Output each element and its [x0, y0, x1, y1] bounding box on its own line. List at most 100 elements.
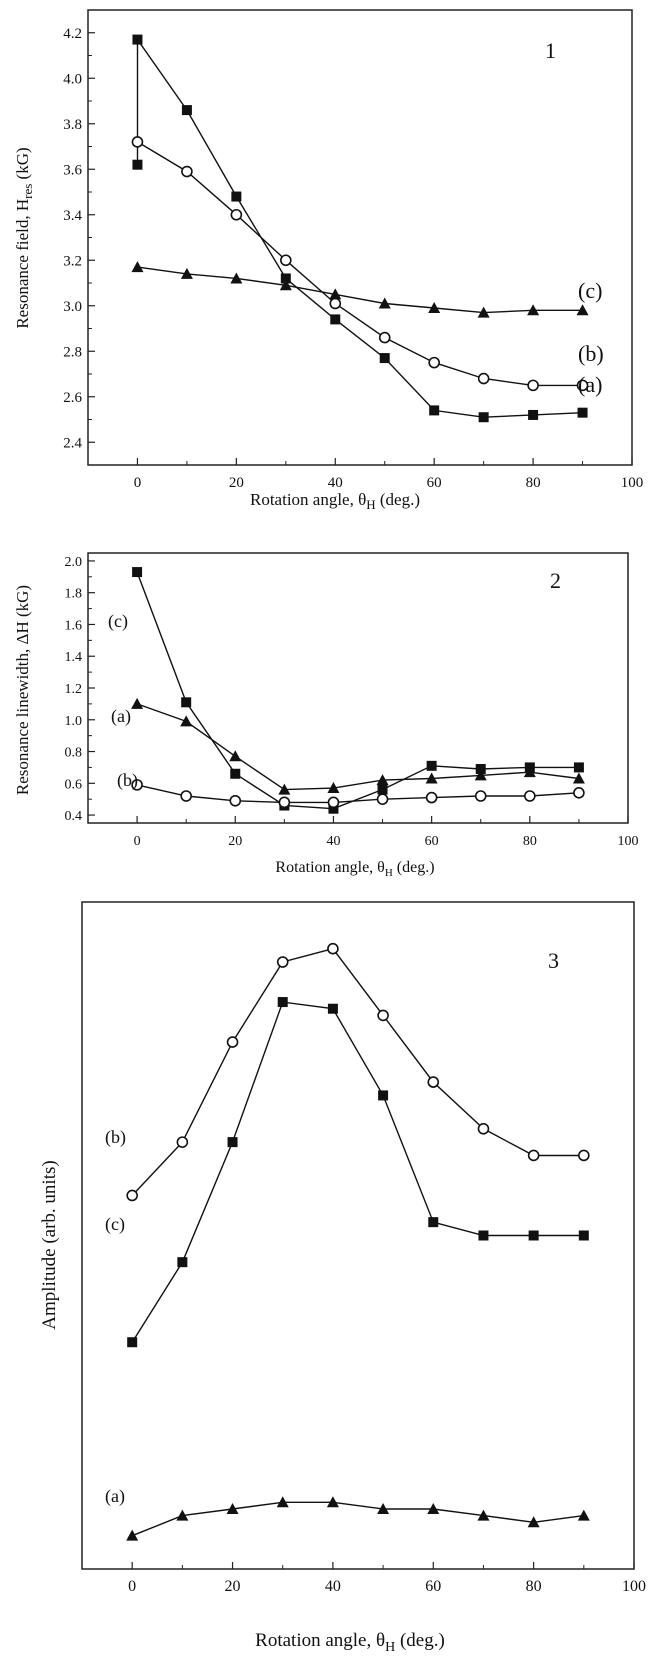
y-tick-label: 1.2 — [65, 682, 83, 697]
y-tick-label: 2.4 — [63, 435, 82, 451]
y-tick-label: 4.0 — [63, 71, 82, 87]
data-point-triangle — [226, 1502, 239, 1514]
y-tick-label: 1.0 — [65, 714, 83, 729]
data-point-square — [277, 997, 288, 1008]
data-point-circle — [176, 1136, 189, 1148]
series-label: (c) — [108, 611, 128, 632]
data-point-triangle — [180, 267, 193, 279]
x-tick-label: 0 — [134, 475, 142, 491]
data-point-square — [428, 1217, 439, 1228]
x-axis-label: Rotation angle, θH (deg.) — [250, 490, 420, 512]
data-point-circle — [427, 1076, 440, 1088]
y-tick-label: 3.8 — [63, 117, 82, 133]
data-point-triangle — [180, 715, 193, 727]
data-point-square — [426, 760, 437, 771]
data-point-circle — [573, 787, 585, 799]
data-point-triangle — [427, 1502, 440, 1514]
data-point-square — [127, 1337, 138, 1348]
series-label: (b) — [578, 341, 604, 366]
data-point-circle — [226, 1036, 239, 1048]
data-point-square — [578, 1230, 589, 1241]
data-point-square — [177, 1257, 188, 1268]
data-point-square — [377, 784, 388, 795]
series-label: (c) — [105, 1214, 125, 1235]
data-point-triangle — [326, 1496, 339, 1508]
data-point-triangle — [176, 1509, 189, 1521]
data-point-square — [528, 409, 539, 420]
data-point-triangle — [378, 297, 391, 309]
series-label: (a) — [105, 1486, 125, 1507]
y-tick-label: 1.8 — [65, 587, 83, 602]
data-point-square — [379, 353, 390, 364]
data-point-triangle — [523, 766, 536, 778]
data-point-circle — [131, 136, 144, 148]
x-tick-label: 20 — [225, 1578, 241, 1595]
data-point-triangle — [577, 1509, 590, 1521]
x-axis-label: Rotation angle, θH (deg.) — [275, 859, 434, 879]
data-point-triangle — [329, 288, 342, 300]
data-point-triangle — [377, 1502, 390, 1514]
data-marks: (a) (b) (c) — [131, 34, 604, 423]
x-tick-label: 60 — [425, 1578, 441, 1595]
data-point-triangle — [278, 783, 291, 795]
data-point-circle — [428, 356, 440, 369]
data-point-square — [280, 273, 291, 284]
x-tick-label: 100 — [618, 834, 639, 849]
data-point-square — [231, 191, 242, 202]
series-line-circle — [131, 947, 584, 1196]
data-point-triangle — [131, 697, 144, 709]
data-point-square — [227, 1137, 238, 1148]
data-point-circle — [126, 1189, 138, 1202]
series-label: (c) — [578, 278, 602, 303]
plot-frame — [81, 901, 635, 1570]
series-label: (b) — [105, 1127, 126, 1148]
y-axis-label: Amplitude (arb. units) — [39, 1160, 60, 1329]
series-line-triangle — [137, 266, 583, 314]
x-tick-label: 80 — [526, 1578, 542, 1595]
x-tick-label: 60 — [425, 834, 439, 849]
panel-1: 1 0 20 40 60 80 100 2.4 2.6 2.8 3.0 3.2 3.4 3.6 3.8 4.… — [13, 9, 643, 512]
x-tick-label: 40 — [325, 1578, 341, 1595]
series-line-square — [136, 37, 583, 418]
data-point-circle — [377, 1009, 389, 1022]
y-tick-label: 3.6 — [63, 162, 82, 178]
data-point-circle — [229, 794, 242, 807]
data-point-circle — [378, 331, 391, 344]
series-label: (a) — [578, 372, 602, 397]
data-point-circle — [425, 791, 438, 804]
series-line-circle — [137, 141, 583, 387]
data-point-triangle — [126, 1529, 139, 1541]
data-marks: (b) (c) (a) — [105, 942, 590, 1541]
data-point-triangle — [327, 782, 340, 794]
data-point-triangle — [131, 261, 144, 273]
panel-number: 1 — [545, 38, 556, 63]
data-point-square — [132, 159, 143, 170]
x-tick-label: 0 — [128, 1578, 136, 1595]
data-point-square — [132, 34, 143, 45]
y-tick-label: 0.6 — [65, 777, 83, 792]
plot-frame — [87, 9, 633, 466]
panel-number: 2 — [550, 568, 561, 593]
data-point-triangle — [276, 1496, 289, 1508]
y-axis-label: Resonance field, Hres (kG) — [13, 147, 35, 328]
data-point-square — [330, 314, 341, 325]
axis-ticks: 0 20 40 60 80 100 — [128, 1562, 646, 1595]
axis-ticks: 0 20 40 60 80 100 2.4 2.6 2.8 3.0 3.2 3.4 3.6 3.8 4.0 4… — [63, 26, 643, 491]
data-point-circle — [329, 297, 342, 310]
data-point-circle — [477, 372, 490, 385]
data-point-triangle — [527, 1516, 540, 1528]
series-line-square — [131, 1001, 584, 1343]
data-point-triangle — [474, 769, 487, 781]
panel-number: 3 — [548, 948, 559, 973]
data-point-triangle — [572, 772, 585, 784]
data-point-triangle — [230, 272, 243, 284]
series-line-triangle — [131, 1501, 584, 1537]
x-tick-label: 100 — [622, 1578, 646, 1595]
series-label: (b) — [117, 770, 138, 791]
y-tick-label: 3.2 — [63, 253, 82, 269]
data-point-triangle — [477, 306, 490, 318]
panel-3: 3 0 20 40 60 80 100 (b) (c) (a) Rotation angle,… — [39, 901, 646, 1655]
data-point-square — [478, 1230, 489, 1241]
data-point-circle — [524, 790, 536, 802]
